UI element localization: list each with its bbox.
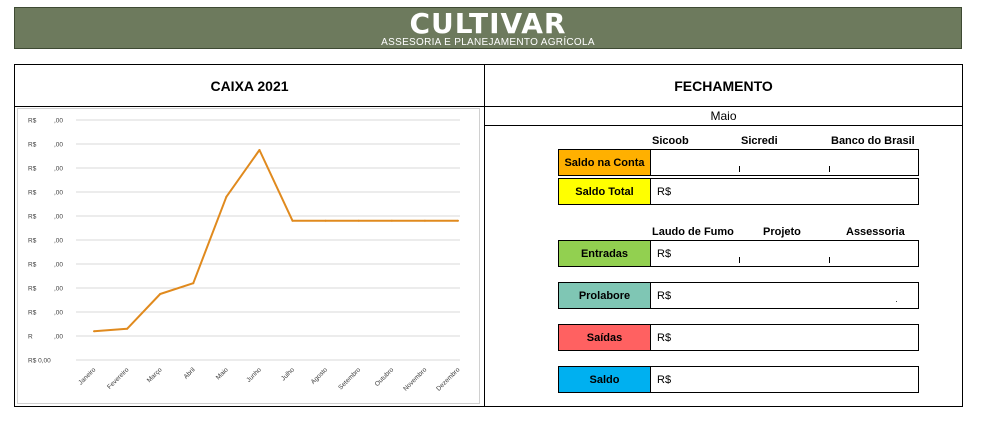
data-point[interactable] (225, 195, 228, 198)
y-tick-suffix: ,00 (54, 190, 63, 197)
saidas-label: Saídas (559, 325, 651, 350)
y-tick-label: R$ (28, 118, 37, 125)
data-point[interactable] (357, 219, 360, 222)
x-tick-label: Fevereiro (106, 366, 131, 391)
data-point[interactable] (159, 293, 162, 295)
saldo-total-row: Saldo Total R$ (558, 178, 919, 205)
y-tick-label: R$ (28, 286, 37, 293)
prolabore-label: Prolabore (559, 283, 651, 308)
caixa-line-chart[interactable]: R$ 0,00 R ,00 R$ ,00 R$ ,00 R$ ,00 R$ ,00 R$ ,00 R$ ,0… (18, 109, 479, 403)
fechamento-title: FECHAMENTO (485, 65, 962, 107)
y-tick-label: R (28, 334, 33, 341)
saldo-na-conta-label: Saldo na Conta (559, 150, 651, 175)
data-point[interactable] (126, 327, 129, 330)
y-tick-suffix: ,00 (54, 214, 63, 221)
y-tick-label: R$ (28, 166, 37, 173)
saldo-total-label: Saldo Total (559, 179, 651, 204)
y-tick-suffix: ,00 (54, 166, 63, 173)
saldo-total-value[interactable]: R$ (657, 185, 672, 198)
dot-mark (896, 301, 897, 302)
data-point[interactable] (324, 219, 327, 222)
header-sicredi: Sicredi (741, 135, 778, 147)
y-tick-label: R$ (28, 238, 37, 245)
cell-divider (829, 166, 830, 172)
entradas-label: Entradas (559, 241, 651, 266)
y-tick-label: R$ (28, 214, 37, 221)
y-tick-suffix: ,00 (54, 238, 63, 245)
x-tick-label: Novembro (402, 366, 428, 392)
header-projeto: Projeto (763, 226, 801, 238)
brand-tagline: ASSESORIA E PLANEJAMENTO AGRÍCOLA (381, 37, 595, 48)
y-tick-label: R$ (28, 190, 37, 197)
cell-divider (739, 257, 740, 263)
fechamento-panel: FECHAMENTO Maio Sicoob Sicredi Banco do … (484, 64, 963, 407)
cell-divider (829, 257, 830, 263)
prolabore-value-cell[interactable]: R$ (651, 283, 918, 308)
saidas-row: Saídas R$ (558, 324, 919, 351)
y-tick-suffix: ,00 (54, 142, 63, 149)
x-tick-label: Maio (215, 366, 230, 381)
x-tick-label: Dezembro (435, 366, 461, 392)
entradas-value: R$ (657, 247, 672, 260)
saldo-value[interactable]: R$ (657, 373, 672, 386)
saldo-label: Saldo (559, 367, 651, 392)
data-point[interactable] (423, 219, 426, 222)
y-tick-label: R$ 0,00 (28, 358, 51, 365)
x-tick-label: Julho (280, 366, 296, 382)
data-point[interactable] (390, 219, 393, 222)
chart-frame[interactable]: R$ 0,00 R ,00 R$ ,00 R$ ,00 R$ ,00 R$ ,00 R$ ,00 R$ ,0… (17, 108, 480, 404)
y-tick-label: R$ (28, 310, 37, 317)
x-tick-label: Outubro (374, 366, 396, 388)
y-tick-suffix: ,00 (54, 118, 63, 125)
header-banner: CULTIVAR ASSESORIA E PLANEJAMENTO AGRÍCO… (14, 7, 962, 49)
saldo-na-conta-row: Saldo na Conta (558, 149, 919, 176)
header-banco-do-brasil: Banco do Brasil (831, 135, 915, 147)
y-tick-label: R$ (28, 142, 37, 149)
data-point[interactable] (291, 219, 294, 222)
y-tick-label: R$ (28, 262, 37, 269)
saldo-na-conta-cells[interactable] (651, 150, 918, 175)
data-point[interactable] (258, 149, 261, 151)
x-tick-label: Setembro (337, 366, 362, 391)
saidas-value[interactable]: R$ (657, 331, 672, 344)
prolabore-value: R$ (657, 289, 672, 302)
caixa-title: CAIXA 2021 (15, 65, 484, 107)
x-tick-label: Agosto (310, 366, 330, 386)
series-line[interactable] (93, 149, 458, 333)
y-tick-suffix: ,00 (54, 310, 63, 317)
y-tick-suffix: ,00 (54, 334, 63, 341)
data-point[interactable] (192, 282, 195, 285)
x-tick-label: Janeiro (77, 366, 97, 386)
data-point[interactable] (93, 330, 95, 333)
y-tick-suffix: ,00 (54, 286, 63, 293)
brand-title: CULTIVAR (409, 7, 567, 40)
entradas-row: Entradas R$ (558, 240, 919, 267)
y-tick-suffix: ,00 (54, 262, 63, 269)
x-tick-label: Junho (245, 366, 263, 384)
x-tick-label: Março (146, 366, 164, 384)
month-label: Maio (485, 106, 962, 126)
x-tick-label: Abril (183, 366, 198, 381)
cell-divider (739, 166, 740, 172)
data-point[interactable] (457, 219, 459, 222)
saldo-row: Saldo R$ (558, 366, 919, 393)
header-sicoob: Sicoob (652, 135, 689, 147)
entradas-cells[interactable]: R$ (651, 241, 918, 266)
prolabore-row: Prolabore R$ (558, 282, 919, 309)
header-assessoria: Assessoria (846, 226, 905, 238)
caixa-panel: CAIXA 2021 R$ 0,00 R ,00 R$ ,00 R$ ,00 R$ ,00 R$,… (14, 64, 485, 407)
header-laudo-de-fumo: Laudo de Fumo (652, 226, 734, 238)
